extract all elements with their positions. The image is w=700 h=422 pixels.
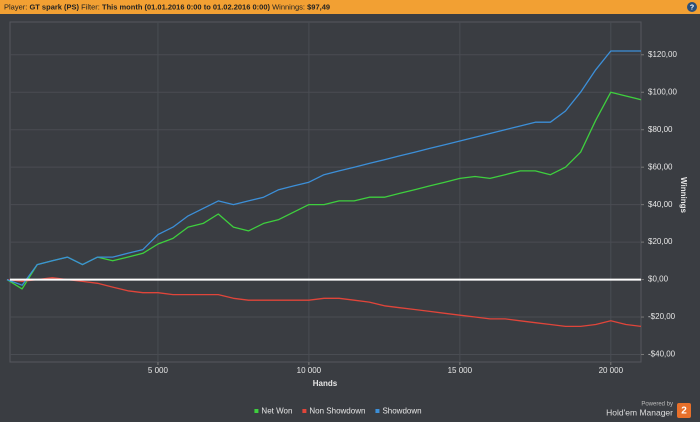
header-bar [0,0,700,14]
legend-label: Net Won [261,407,292,416]
y-axis-label: Winnings [679,177,688,213]
legend-item: Net Won [254,407,292,416]
filter: This month (01.01.2016 0:00 to 01.02.201… [102,2,271,11]
powered-by: Powered by [641,402,673,408]
y-tick-label: $20,00 [648,237,673,246]
legend-swatch [302,409,307,413]
legend-item: Showdown [375,407,422,416]
y-tick-label: $80,00 [648,125,673,134]
x-tick-label: 5 000 [148,366,169,375]
logo-badge [677,403,691,418]
winnings: $97,49 [307,2,330,11]
series-line [6,277,642,328]
legend-label: Non Showdown [309,407,365,416]
product-name: Hold'em Manager [606,407,673,417]
player: GT spark (PS) [29,2,79,11]
x-axis-label: Hands [313,379,338,388]
y-tick-label: $0,00 [648,275,669,284]
help-icon[interactable]: ? [690,4,694,11]
series-line [6,91,642,290]
help-button[interactable] [687,2,697,12]
legend-item: Non Showdown [302,407,365,416]
y-tick-label: $60,00 [648,162,673,171]
x-tick-label: 15 000 [448,366,473,375]
filter-label: Filter: [81,2,100,11]
y-tick-label: $120,00 [648,50,677,59]
logo-badge-text: 2 [681,406,687,417]
header-text: Player: GT spark (PS) Filter: This month… [4,2,330,11]
y-tick-label: -$40,00 [648,350,676,359]
x-tick-label: 20 000 [599,366,624,375]
winnings-label: Winnings: [272,2,305,11]
legend-label: Showdown [382,407,421,416]
x-tick-label: 10 000 [297,366,322,375]
y-tick-label: $100,00 [648,87,677,96]
player-label: Player: [4,2,27,11]
legend-swatch [375,409,380,413]
legend-swatch [254,409,259,413]
y-tick-label: -$20,00 [648,312,676,321]
y-tick-label: $40,00 [648,200,673,209]
plot-area [9,21,642,363]
series-line [6,50,641,286]
